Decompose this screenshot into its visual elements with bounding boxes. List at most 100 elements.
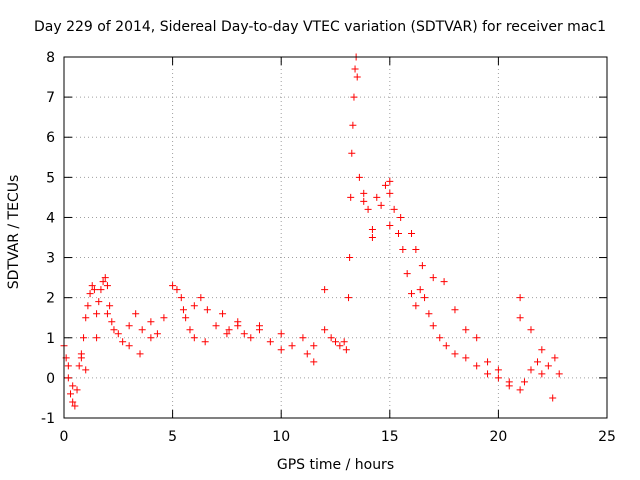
data-point <box>114 330 122 338</box>
data-point <box>203 306 211 314</box>
y-tick-label: 5 <box>46 170 55 186</box>
data-point <box>223 330 231 338</box>
data-point <box>484 358 492 366</box>
data-point <box>288 342 296 350</box>
data-point <box>386 177 394 185</box>
data-point <box>377 201 385 209</box>
data-point <box>394 229 402 237</box>
data-point <box>75 362 83 370</box>
data-point <box>421 294 429 302</box>
data-point <box>90 286 98 294</box>
data-point <box>442 342 450 350</box>
data-point <box>425 310 433 318</box>
data-point <box>340 338 348 346</box>
data-point <box>136 350 144 358</box>
data-points-layer <box>60 53 563 410</box>
data-point <box>201 338 209 346</box>
data-point <box>555 370 563 378</box>
y-tick-label: 4 <box>46 210 55 226</box>
data-point <box>494 366 502 374</box>
data-point <box>368 234 376 241</box>
data-point <box>106 302 114 310</box>
data-point <box>103 282 111 290</box>
data-point <box>84 302 92 310</box>
data-point <box>147 318 155 326</box>
data-point <box>399 246 407 254</box>
data-point <box>520 378 528 386</box>
y-tick-label: 1 <box>46 331 55 347</box>
y-tick-label: 3 <box>46 251 55 267</box>
data-point <box>93 310 101 318</box>
data-point <box>77 354 85 362</box>
data-point <box>381 181 389 189</box>
data-point <box>169 282 177 290</box>
data-point <box>82 366 90 374</box>
data-point <box>86 290 94 298</box>
data-point <box>147 334 155 342</box>
data-point <box>516 294 524 302</box>
data-point <box>412 246 420 254</box>
data-point <box>67 390 75 398</box>
data-point <box>99 278 107 286</box>
data-point <box>436 334 444 342</box>
data-point <box>277 346 285 354</box>
data-point <box>349 121 357 129</box>
data-point <box>412 302 420 310</box>
data-point <box>303 350 311 358</box>
data-point <box>494 374 502 382</box>
data-point <box>347 193 355 201</box>
data-point <box>451 306 459 314</box>
data-point <box>408 229 416 237</box>
data-point <box>397 213 405 221</box>
data-point <box>125 322 133 330</box>
data-point <box>403 270 411 278</box>
data-point <box>69 398 77 406</box>
data-point <box>182 314 190 322</box>
data-point <box>390 205 398 213</box>
data-point <box>197 294 205 302</box>
data-point <box>373 193 381 201</box>
data-point <box>538 346 546 354</box>
data-point <box>310 358 318 366</box>
data-point <box>64 374 72 382</box>
data-point <box>386 221 394 229</box>
y-tick-label: 0 <box>46 371 55 387</box>
data-point <box>360 189 368 197</box>
data-point <box>80 334 88 342</box>
data-point <box>190 302 198 310</box>
data-point <box>451 350 459 358</box>
data-point <box>505 378 513 386</box>
data-point <box>153 330 161 338</box>
data-point <box>346 254 354 262</box>
data-point <box>82 314 90 322</box>
data-point <box>190 334 198 342</box>
data-point <box>266 338 274 346</box>
data-point <box>473 334 481 342</box>
data-point <box>321 326 329 334</box>
y-tick-label: -1 <box>41 411 55 427</box>
data-point <box>234 322 242 330</box>
data-point <box>462 326 470 334</box>
grid-layer <box>64 57 607 418</box>
data-point <box>342 346 350 354</box>
data-point <box>177 294 185 302</box>
data-point <box>255 322 263 330</box>
data-point <box>360 197 368 205</box>
data-point <box>549 394 557 402</box>
data-point <box>277 330 285 338</box>
data-point <box>408 290 416 298</box>
data-point <box>73 386 81 394</box>
data-point <box>138 326 146 334</box>
data-point <box>95 298 103 306</box>
data-point <box>368 225 376 233</box>
y-tick-label: 8 <box>46 50 55 66</box>
data-point <box>108 318 116 326</box>
data-point <box>119 338 127 346</box>
data-point <box>310 342 318 350</box>
y-tick-label: 6 <box>46 130 55 146</box>
data-point <box>429 322 437 330</box>
data-point <box>69 382 77 390</box>
data-point <box>97 286 105 294</box>
data-point <box>516 314 524 322</box>
